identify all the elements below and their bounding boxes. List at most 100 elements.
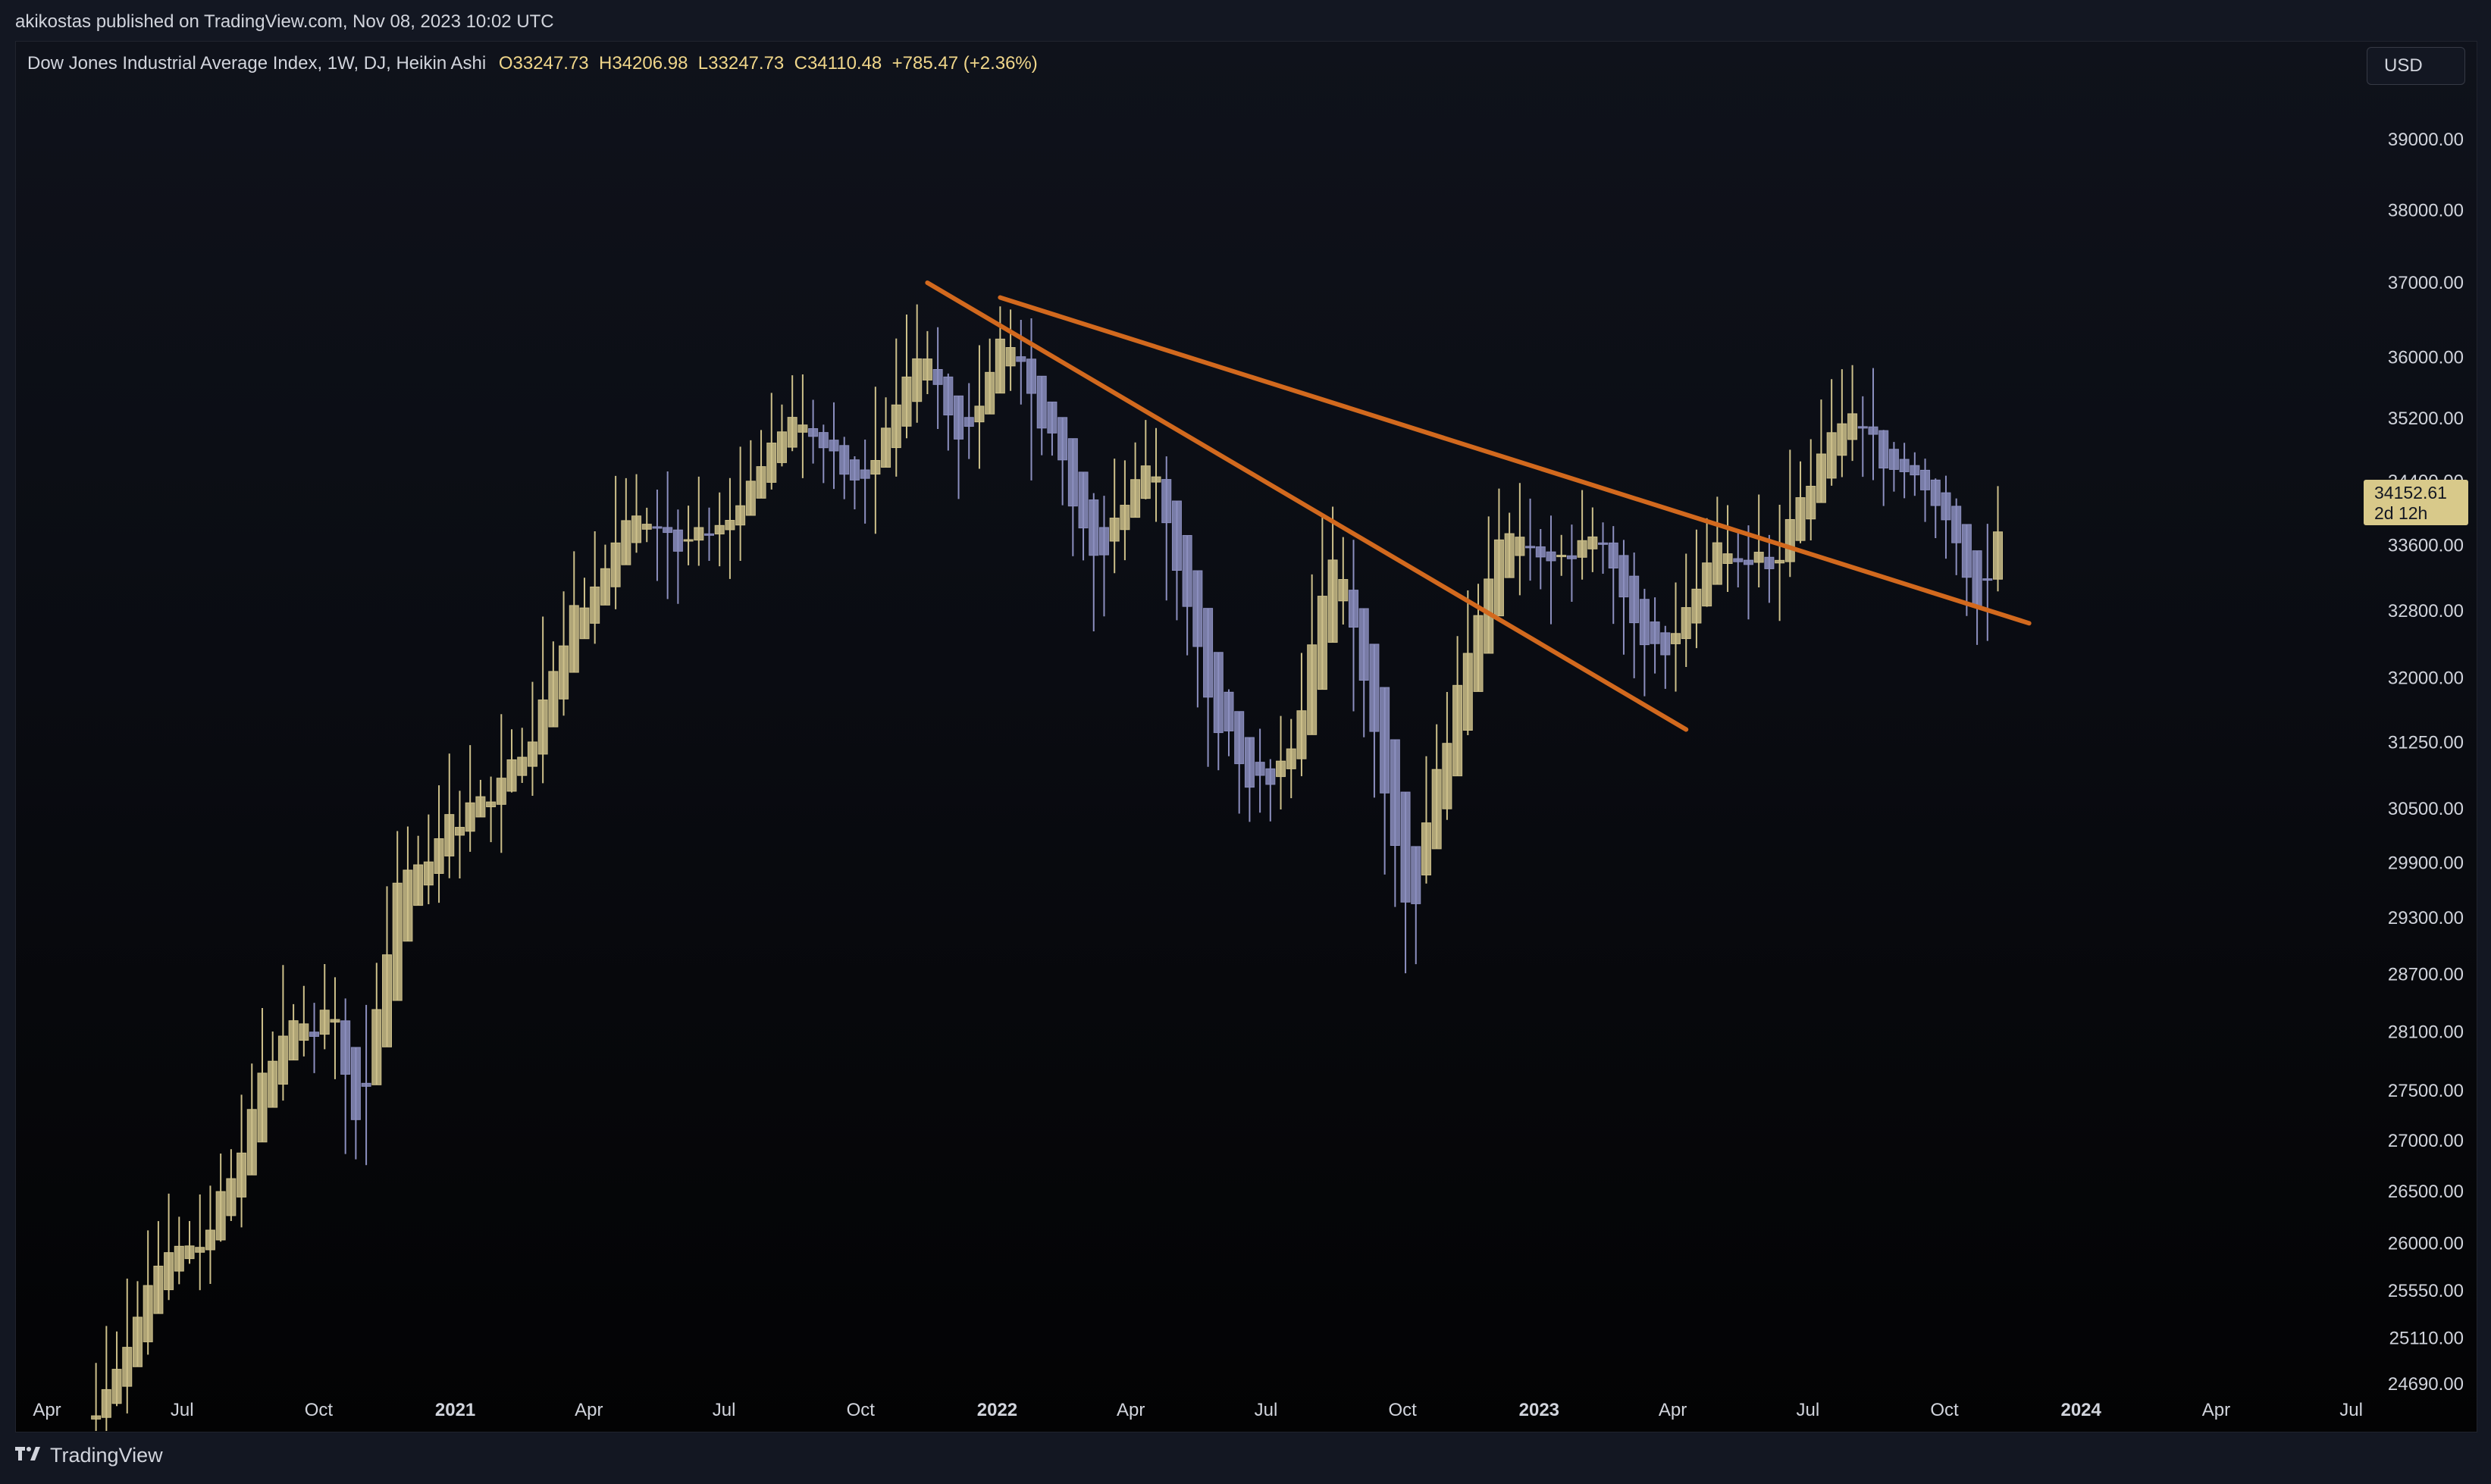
- candle-body: [610, 542, 621, 587]
- candle-body: [215, 1191, 226, 1241]
- candle-body: [1941, 492, 1951, 521]
- last-price-label: 34152.61 2d 12h: [2364, 479, 2468, 525]
- candle-body: [1161, 479, 1172, 524]
- candle-body: [496, 778, 506, 805]
- time-tick-label: Oct: [305, 1400, 334, 1420]
- candle-body: [1671, 633, 1681, 644]
- candle-body: [652, 526, 663, 529]
- price-tick-label: 27500.00: [2388, 1081, 2464, 1101]
- candle-body: [1753, 552, 1764, 563]
- trendline: [998, 295, 2032, 626]
- chart-canvas[interactable]: 39000.00 38000.00 37000.00 36000.00 35200.00…: [0, 0, 2491, 1431]
- time-tick-label: Apr: [2202, 1400, 2230, 1420]
- candle-body: [1058, 417, 1068, 461]
- close-value: 34110.48: [807, 53, 882, 74]
- price-tick-label: 32800.00: [2388, 601, 2464, 621]
- candle-body: [1598, 542, 1609, 545]
- candle-body: [537, 699, 548, 755]
- tradingview-brand[interactable]: TradingView: [15, 1444, 163, 1467]
- candle-body: [1722, 553, 1733, 564]
- time-tick-label: 2023: [1519, 1400, 1559, 1420]
- candle-body: [849, 459, 860, 481]
- candle-body: [122, 1347, 133, 1387]
- candle-body: [382, 954, 393, 1047]
- candle-body: [1681, 607, 1691, 640]
- candle-body: [1151, 476, 1161, 483]
- candle-body: [1286, 748, 1296, 769]
- candle-body: [465, 802, 475, 832]
- price-tick-label: 26500.00: [2388, 1182, 2464, 1202]
- chart-frame[interactable]: [15, 41, 2477, 1432]
- price-tick-label: 25550.00: [2388, 1281, 2464, 1301]
- candle-body: [590, 586, 600, 624]
- candle-body: [1878, 430, 1889, 469]
- candle-body: [1806, 486, 1816, 520]
- candle-body: [1078, 471, 1089, 529]
- candle-body: [1400, 791, 1411, 903]
- candle-body: [683, 539, 694, 542]
- candle-body: [1213, 652, 1224, 734]
- candle-body: [860, 469, 870, 479]
- change-value: +785.47 (+2.36%): [891, 53, 1038, 74]
- time-axis: Apr Jul Oct 2021 Apr Jul Oct 2022 Apr Jul Oct 2023 A…: [33, 1400, 2363, 1420]
- candle-body: [548, 671, 559, 728]
- candle-body: [1067, 438, 1078, 507]
- candle-body: [1608, 542, 1618, 568]
- candle-body: [943, 376, 954, 416]
- candle-body: [964, 417, 974, 427]
- symbol-title: Dow Jones Industrial Average Index, 1W, …: [27, 53, 487, 74]
- candle-body: [559, 645, 569, 700]
- time-tick-label: Oct: [1388, 1400, 1417, 1420]
- candle-body: [1296, 710, 1307, 759]
- candle-body: [174, 1245, 184, 1272]
- candle-body: [818, 432, 829, 449]
- candle-body: [1961, 524, 1972, 578]
- candle-body: [1888, 449, 1899, 470]
- currency-button[interactable]: USD: [2367, 47, 2465, 85]
- candle-body: [881, 427, 891, 468]
- price-tick-label: 29300.00: [2388, 908, 2464, 928]
- candle-body: [527, 741, 537, 767]
- candle-body: [371, 1009, 382, 1085]
- time-tick-label: 2022: [977, 1400, 1017, 1420]
- candle-body: [143, 1285, 153, 1342]
- candle-body: [1899, 459, 1910, 472]
- price-tick-label: 28700.00: [2388, 964, 2464, 985]
- candle-body: [1546, 551, 1556, 562]
- open-label: O: [498, 53, 513, 74]
- candle-body: [111, 1369, 122, 1404]
- candle-body: [226, 1178, 237, 1216]
- candle-body: [392, 882, 403, 1001]
- candle-body: [1171, 500, 1182, 571]
- candle-body: [995, 338, 1005, 394]
- candle-body: [486, 801, 497, 808]
- candle-body: [1493, 539, 1504, 617]
- candle-body: [1515, 537, 1525, 556]
- candle-body: [101, 1389, 111, 1418]
- candle-body: [309, 1032, 320, 1037]
- candle-body: [912, 358, 923, 402]
- candle-body: [132, 1317, 143, 1367]
- candle-body: [641, 524, 652, 530]
- candle-body: [1764, 556, 1775, 569]
- candle-body: [1005, 347, 1016, 367]
- price-tick-label: 38000.00: [2388, 200, 2464, 221]
- candle-body: [361, 1082, 371, 1087]
- candle-body: [1857, 426, 1868, 429]
- candle-body: [1442, 743, 1452, 809]
- candle-body: [91, 1415, 102, 1420]
- candle-body: [268, 1060, 278, 1108]
- candle-body: [1504, 533, 1515, 578]
- time-tick-label: 2021: [435, 1400, 475, 1420]
- time-tick-label: Apr: [1117, 1400, 1145, 1420]
- candle-body: [1016, 356, 1026, 362]
- time-tick-label: Oct: [1930, 1400, 1959, 1420]
- time-tick-label: Oct: [847, 1400, 876, 1420]
- candle-body: [257, 1072, 268, 1143]
- candle-body: [1026, 358, 1037, 394]
- candle-body: [735, 505, 746, 526]
- candle-body: [1224, 691, 1234, 731]
- close-label: C: [794, 53, 807, 74]
- candle-body: [1234, 711, 1245, 765]
- candle-body: [579, 607, 590, 640]
